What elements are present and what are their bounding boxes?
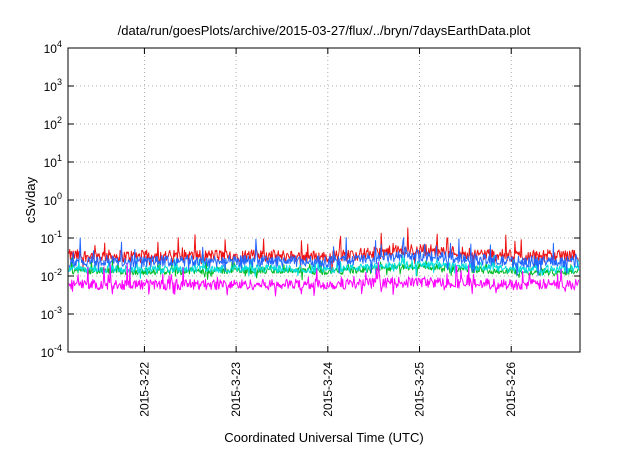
series-line-0 [68, 227, 580, 272]
y-tick-label: 10-2 [41, 267, 62, 284]
series-line-4 [68, 261, 580, 297]
y-tick-label: 100 [44, 191, 62, 208]
y-tick-label: 10-4 [41, 343, 62, 360]
x-tick-label: 2015-3-25 [413, 362, 427, 417]
y-tick-label: 102 [44, 115, 62, 132]
y-axis-label: cSv/day [23, 176, 38, 223]
y-tick-label: 10-1 [41, 229, 62, 246]
y-tick-label: 10-3 [41, 305, 62, 322]
y-tick-label: 104 [44, 39, 62, 56]
x-tick-label: 2015-3-24 [321, 362, 335, 417]
data-series [68, 227, 580, 297]
y-tick-label: 101 [44, 153, 62, 170]
x-tick-label: 2015-3-23 [229, 362, 243, 417]
y-tick-label: 103 [44, 77, 62, 94]
axes: 10-4 10-3 10-2 10-1 100 101 102 103 104 2015-3-22… [41, 39, 580, 417]
x-tick-label: 2015-3-22 [137, 362, 151, 417]
chart-title: /data/run/goesPlots/archive/2015-03-27/f… [118, 23, 531, 38]
x-tick-label: 2015-3-26 [504, 362, 518, 417]
series-line-3 [68, 237, 580, 277]
x-axis-label: Coordinated Universal Time (UTC) [224, 430, 423, 445]
grid-lines [68, 48, 580, 352]
